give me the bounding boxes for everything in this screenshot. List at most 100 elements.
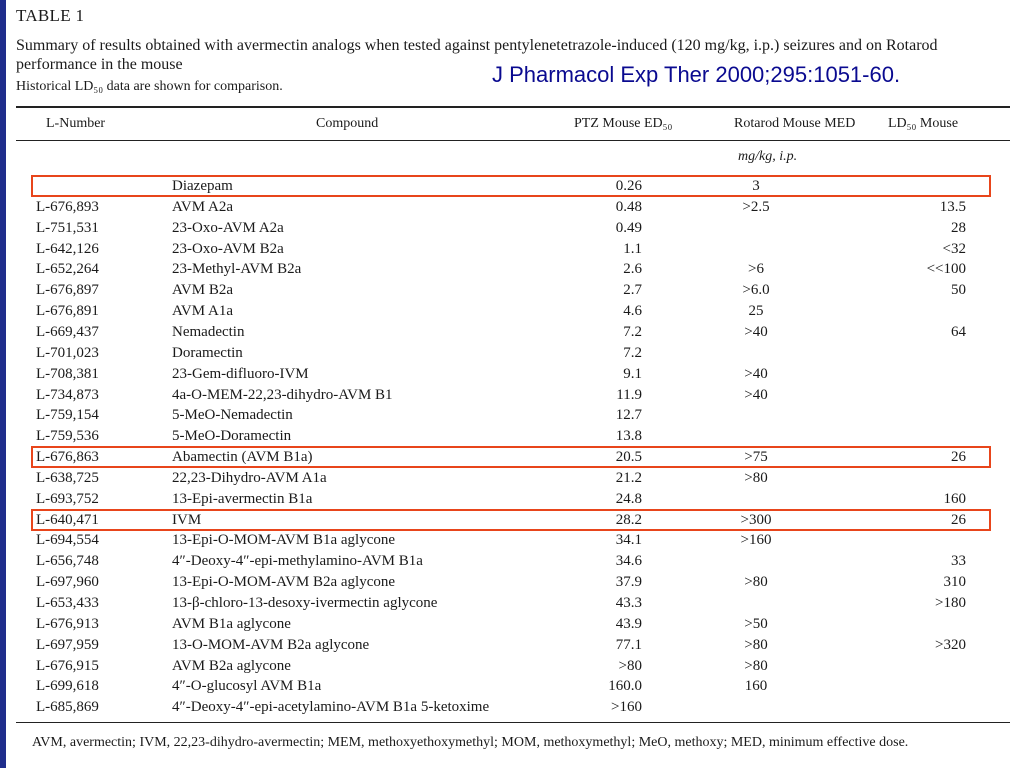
cell-ld50: 160 <box>943 490 967 507</box>
cell-ld50: 28 <box>951 219 966 236</box>
header-rotarod: Rotarod Mouse MED <box>734 116 856 131</box>
cell-l-number: L-669,437 <box>36 323 99 340</box>
cell-l-number: L-697,959 <box>36 636 99 653</box>
cell-l-number: L-676,915 <box>36 657 99 674</box>
cell-ptz-ed50: 0.26 <box>615 178 642 194</box>
cell-ptz-ed50: 0.48 <box>615 198 642 215</box>
cell-compound: AVM B1a aglycone <box>172 615 291 632</box>
cell-ptz-ed50: 12.7 <box>615 407 642 424</box>
cell-ptz-ed50: >160 <box>611 699 642 716</box>
cell-compound: Abamectin (AVM B1a) <box>172 449 313 466</box>
table-row: L-751,531 23-Oxo-AVM A2a 0.49 28 <box>6 218 1024 239</box>
cell-rotarod-med: >50 <box>744 615 768 632</box>
cell-rotarod-med: >80 <box>744 636 768 653</box>
cell-ld50: 13.5 <box>939 198 966 215</box>
units-label: mg/kg, i.p. <box>738 149 798 164</box>
table-row: L-640,471 IVM 28.2 >300 26 <box>6 510 1024 531</box>
cell-ptz-ed50: 37.9 <box>615 574 642 591</box>
slide-left-accent-bar <box>0 0 6 768</box>
table-row: L-701,023 Doramectin 7.2 <box>6 343 1024 364</box>
table-row: L-669,437 Nemadectin 7.2 >40 64 <box>6 322 1024 343</box>
cell-compound: 13-Epi-O-MOM-AVM B2a aglycone <box>172 574 396 591</box>
cell-l-number: L-697,960 <box>36 574 99 591</box>
cell-l-number: L-656,748 <box>36 553 99 570</box>
cell-compound: 4″-Deoxy-4″-epi-acetylamino-AVM B1a 5-ke… <box>172 699 490 716</box>
cell-ld50: 26 <box>951 449 966 466</box>
table-row: L-697,959 13-O-MOM-AVM B2a aglycone 77.1 >8… <box>6 635 1024 656</box>
cell-ptz-ed50: 4.6 <box>623 303 642 320</box>
cell-compound: 22,23-Dihydro-AVM A1a <box>172 469 327 486</box>
table-row: L-656,748 4″-Deoxy-4″-epi-methylamino-AVM… <box>6 551 1024 572</box>
cell-ptz-ed50: 24.8 <box>615 490 642 507</box>
cell-compound: 4″-Deoxy-4″-epi-methylamino-AVM B1a <box>172 553 423 570</box>
cell-rotarod-med: 160 <box>744 678 768 695</box>
cell-l-number: L-676,893 <box>36 198 99 215</box>
cell-ld50: 310 <box>943 574 967 591</box>
cell-ld50: 33 <box>951 553 966 570</box>
cell-l-number: L-734,873 <box>36 386 99 403</box>
cell-compound: 23-Oxo-AVM A2a <box>172 219 284 236</box>
header-rule <box>16 140 1010 141</box>
cell-rotarod-med: >40 <box>744 365 768 382</box>
table-row: L-676,893 AVM A2a 0.48 >2.5 13.5 <box>6 197 1024 218</box>
table-footnote: AVM, avermectin; IVM, 22,23-dihydro-aver… <box>32 735 909 750</box>
cell-ptz-ed50: 20.5 <box>615 449 642 466</box>
cell-rotarod-med: >2.5 <box>742 198 770 215</box>
table-top-rule <box>16 106 1010 108</box>
table-row: L-642,126 23-Oxo-AVM B2a 1.1 <32 <box>6 239 1024 260</box>
cell-rotarod-med: >300 <box>740 511 772 528</box>
cell-rotarod-med: 3 <box>752 178 760 194</box>
cell-ptz-ed50: 1.1 <box>623 240 642 257</box>
cell-ptz-ed50: 43.9 <box>615 615 642 632</box>
cell-ld50: <32 <box>942 240 966 257</box>
table-row: L-708,381 23-Gem-difluoro-IVM 9.1 >40 <box>6 364 1024 385</box>
cell-compound: 23-Methyl-AVM B2a <box>172 261 302 278</box>
cell-ptz-ed50: 2.7 <box>623 282 642 299</box>
highlight-box <box>31 175 991 197</box>
cell-compound: Diazepam <box>172 178 233 194</box>
cell-ptz-ed50: 21.2 <box>615 469 642 486</box>
table-row: L-652,264 23-Methyl-AVM B2a 2.6 >6 <<100 <box>6 259 1024 280</box>
cell-rotarod-med: >6.0 <box>742 282 770 299</box>
cell-compound: AVM B2a aglycone <box>172 657 291 674</box>
cell-l-number: L-694,554 <box>36 532 99 549</box>
slide: TABLE 1 Summary of results obtained with… <box>6 0 1024 768</box>
table-label: TABLE 1 <box>16 6 85 25</box>
cell-l-number: L-685,869 <box>36 699 99 716</box>
highlight-box <box>31 446 991 469</box>
table-row: L-653,433 13-β-chloro-13-desoxy-ivermecti… <box>6 593 1024 614</box>
header-ld50: LD₅₀ Mouse <box>888 116 959 131</box>
cell-ptz-ed50: >80 <box>618 657 642 674</box>
cell-ptz-ed50: 13.8 <box>615 428 642 445</box>
cell-compound: 4″-O-glucosyl AVM B1a <box>172 678 322 695</box>
cell-l-number: L-759,154 <box>36 407 99 424</box>
cell-ld50: 50 <box>951 282 966 299</box>
cell-ptz-ed50: 28.2 <box>615 511 642 528</box>
cell-rotarod-med: 25 <box>748 303 764 320</box>
table-row: Diazepam 0.26 3 <box>6 176 1024 197</box>
highlight-box <box>31 508 991 531</box>
table-row: L-734,873 4a-O-MEM-22,23-dihydro-AVM B1 11… <box>6 385 1024 406</box>
cell-rotarod-med: >160 <box>740 532 772 549</box>
cell-l-number: L-699,618 <box>36 678 99 695</box>
table-row: L-693,752 13-Epi-avermectin B1a 24.8 160 <box>6 489 1024 510</box>
table-row: L-685,869 4″-Deoxy-4″-epi-acetylamino-AVM… <box>6 697 1024 718</box>
cell-l-number: L-638,725 <box>36 469 99 486</box>
table-row: L-697,960 13-Epi-O-MOM-AVM B2a aglycone 37… <box>6 572 1024 593</box>
cell-l-number: L-676,863 <box>36 449 99 466</box>
cell-rotarod-med: >80 <box>744 657 768 674</box>
cell-compound: IVM <box>172 511 202 528</box>
cell-ld50: >320 <box>935 636 966 653</box>
cell-compound: Nemadectin <box>172 323 245 340</box>
table-row: L-676,863 Abamectin (AVM B1a) 20.5 >75 26 <box>6 447 1024 468</box>
table-row: L-694,554 13-Epi-O-MOM-AVM B1a aglycone 34… <box>6 530 1024 551</box>
table-bottom-rule <box>16 722 1010 723</box>
cell-ptz-ed50: 7.2 <box>623 344 642 361</box>
citation: J Pharmacol Exp Ther 2000;295:1051-60. <box>492 62 901 87</box>
cell-ptz-ed50: 34.6 <box>615 553 642 570</box>
cell-l-number: L-676,891 <box>36 303 99 320</box>
cell-compound: Doramectin <box>172 344 243 361</box>
cell-ptz-ed50: 0.49 <box>615 219 642 236</box>
cell-l-number: L-701,023 <box>36 344 99 361</box>
cell-ptz-ed50: 34.1 <box>615 532 642 549</box>
